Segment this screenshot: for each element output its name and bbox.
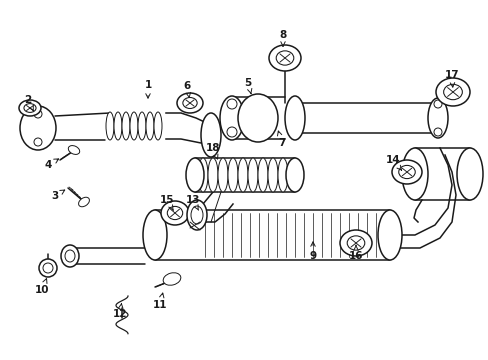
Text: 11: 11	[152, 293, 167, 310]
Ellipse shape	[391, 160, 421, 184]
Ellipse shape	[201, 113, 221, 157]
Ellipse shape	[218, 158, 227, 192]
Text: 7: 7	[277, 131, 285, 148]
Ellipse shape	[65, 250, 75, 262]
Ellipse shape	[427, 98, 447, 138]
Ellipse shape	[278, 158, 287, 192]
Ellipse shape	[258, 158, 267, 192]
Ellipse shape	[106, 112, 114, 140]
Ellipse shape	[114, 112, 122, 140]
Circle shape	[226, 99, 237, 109]
Text: 9: 9	[309, 242, 316, 261]
Ellipse shape	[198, 158, 207, 192]
Text: 14: 14	[385, 155, 401, 170]
Ellipse shape	[443, 84, 462, 100]
Circle shape	[34, 138, 42, 146]
Ellipse shape	[191, 206, 203, 224]
Text: 3: 3	[51, 190, 64, 201]
Ellipse shape	[167, 206, 183, 220]
Ellipse shape	[138, 112, 146, 140]
Ellipse shape	[339, 230, 371, 256]
Text: 18: 18	[205, 143, 220, 159]
Ellipse shape	[185, 158, 203, 192]
Text: 1: 1	[144, 80, 151, 98]
Ellipse shape	[154, 112, 162, 140]
Ellipse shape	[142, 210, 167, 260]
Ellipse shape	[227, 158, 238, 192]
Circle shape	[34, 110, 42, 118]
Ellipse shape	[398, 165, 414, 179]
Ellipse shape	[377, 210, 401, 260]
Ellipse shape	[79, 197, 89, 207]
Text: 17: 17	[444, 70, 458, 87]
Circle shape	[433, 128, 441, 136]
Ellipse shape	[346, 236, 364, 250]
Ellipse shape	[435, 78, 469, 106]
Ellipse shape	[285, 158, 304, 192]
Text: 8: 8	[279, 30, 286, 46]
Ellipse shape	[401, 148, 427, 200]
Ellipse shape	[19, 100, 41, 116]
Ellipse shape	[220, 96, 244, 140]
Circle shape	[39, 259, 57, 277]
Ellipse shape	[161, 201, 189, 225]
Ellipse shape	[238, 158, 247, 192]
Circle shape	[226, 127, 237, 137]
Ellipse shape	[276, 51, 293, 65]
Text: 2: 2	[24, 95, 33, 111]
Text: 5: 5	[244, 78, 251, 94]
Text: 4: 4	[44, 159, 59, 170]
Text: 10: 10	[35, 279, 49, 295]
Ellipse shape	[267, 158, 278, 192]
Ellipse shape	[68, 145, 80, 154]
Text: 12: 12	[113, 303, 127, 319]
Ellipse shape	[456, 148, 482, 200]
Circle shape	[43, 263, 53, 273]
Ellipse shape	[61, 245, 79, 267]
Ellipse shape	[183, 98, 197, 108]
Ellipse shape	[268, 45, 301, 71]
Text: 16: 16	[348, 246, 363, 261]
Ellipse shape	[186, 200, 206, 230]
Ellipse shape	[130, 112, 138, 140]
Text: 6: 6	[183, 81, 190, 97]
Ellipse shape	[238, 94, 278, 142]
Ellipse shape	[207, 158, 218, 192]
Ellipse shape	[20, 106, 56, 150]
Ellipse shape	[247, 158, 258, 192]
Text: 15: 15	[160, 195, 174, 210]
Text: 13: 13	[185, 195, 200, 210]
Ellipse shape	[146, 112, 154, 140]
Ellipse shape	[177, 93, 203, 113]
Ellipse shape	[24, 104, 36, 112]
Circle shape	[433, 100, 441, 108]
Ellipse shape	[122, 112, 130, 140]
Ellipse shape	[285, 96, 305, 140]
Ellipse shape	[163, 273, 181, 285]
